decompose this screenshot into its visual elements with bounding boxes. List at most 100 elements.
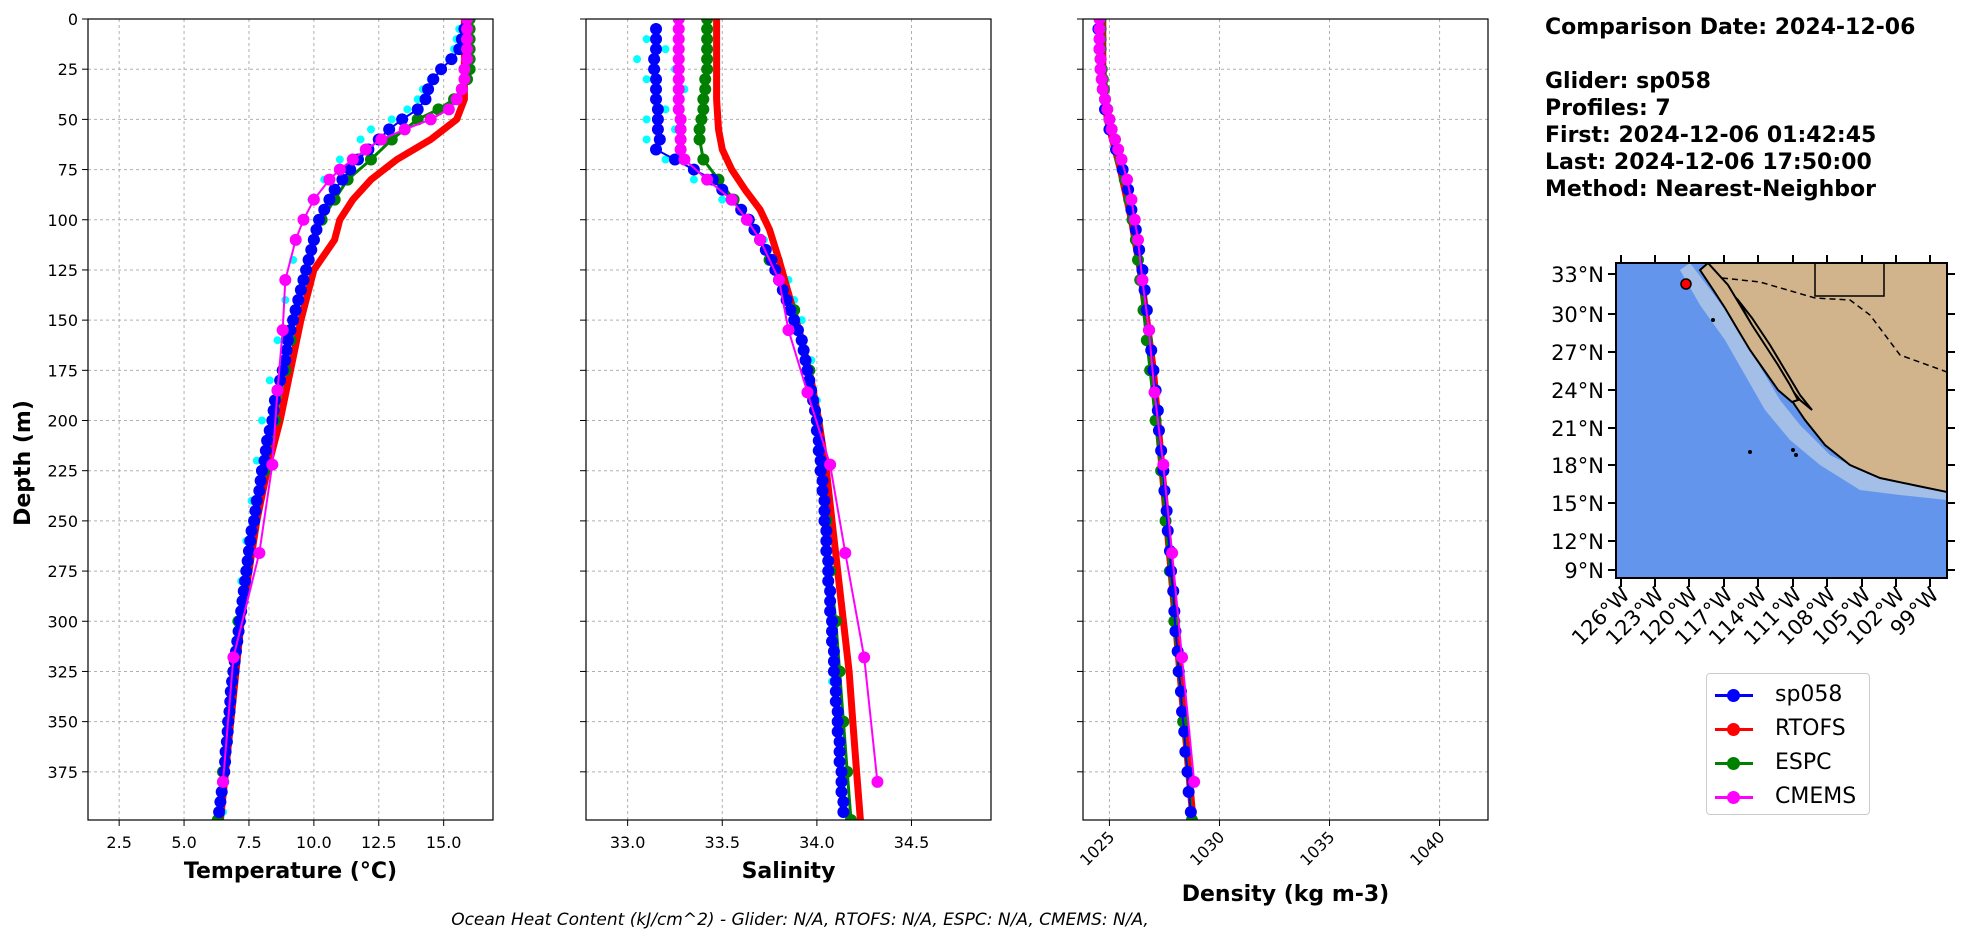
series-point-cmems: [672, 33, 685, 46]
legend-item-sp058: sp058: [1707, 680, 1869, 710]
x-axis-label: Temperature (°C): [184, 859, 397, 884]
series-point-espc: [693, 123, 706, 136]
y-tick-label: 250: [47, 512, 78, 531]
series-point-sp058: [255, 464, 268, 477]
series-point-sp058: [831, 725, 844, 738]
series-point-sp058: [241, 555, 254, 568]
series-point-sp058: [816, 474, 829, 487]
series-point-cmems: [725, 193, 738, 206]
series-point-sp058: [818, 504, 831, 517]
series-point-cmems: [1093, 23, 1106, 36]
series-point-cmems: [1121, 173, 1134, 186]
series-point-sp058: [824, 585, 837, 598]
series-point-sp058: [784, 304, 797, 317]
series-point-sp058: [651, 113, 664, 126]
series-point-espc: [693, 133, 706, 146]
y-tick-label: 100: [47, 211, 78, 230]
legend-marker: [1727, 689, 1740, 702]
x-tick-label: 1035: [1296, 827, 1338, 869]
series-point-sp058: [826, 635, 839, 648]
last-time: Last: 2024-12-06 17:50:00: [1545, 150, 1872, 175]
series-point-cmems: [1099, 93, 1112, 106]
x-tick-label: 5.0: [171, 833, 196, 852]
x-axis-label: Density (kg m-3): [1182, 882, 1390, 907]
series-point-cmems: [801, 386, 814, 399]
map-lat-label: 27°N: [1551, 341, 1604, 365]
series-point-sp058: [831, 705, 844, 718]
series-point-sp058: [253, 484, 266, 497]
series-point-sp058: [651, 123, 664, 136]
axes-frame: [87, 18, 494, 821]
glider-scatter-point: [413, 95, 422, 104]
series-point-sp058: [824, 595, 837, 608]
series-point-sp058: [650, 43, 663, 56]
series-point-espc: [697, 153, 710, 166]
series-point-sp058: [307, 233, 320, 246]
series-point-cmems: [672, 93, 685, 106]
y-tick-label: 225: [47, 462, 78, 481]
island: [1711, 318, 1715, 322]
glider-scatter-point: [257, 416, 266, 425]
series-point-cmems: [461, 53, 474, 66]
series-point-sp058: [227, 665, 240, 678]
y-tick-label: 125: [47, 261, 78, 280]
series-point-sp058: [328, 183, 341, 196]
series-point-sp058: [1158, 484, 1171, 497]
series-point-sp058: [336, 173, 349, 186]
series-point-espc: [364, 153, 377, 166]
series-point-cmems: [1166, 547, 1179, 559]
series-point-sp058: [827, 665, 840, 678]
series-point-sp058: [248, 514, 261, 527]
map-lat-label: 18°N: [1551, 454, 1604, 478]
series-point-sp058: [237, 585, 250, 598]
map-frame: [1615, 262, 1948, 579]
legend-marker: [1727, 791, 1740, 804]
series-point-sp058: [419, 93, 432, 106]
series-point-sp058: [795, 334, 808, 347]
series-point-cmems: [1093, 43, 1106, 56]
series-point-cmems: [824, 458, 837, 471]
series-point-cmems: [307, 193, 320, 206]
series-point-sp058: [297, 273, 310, 286]
series-point-cmems: [1096, 83, 1109, 96]
series-point-sp058: [829, 675, 842, 688]
legend-marker: [1727, 757, 1740, 770]
series-point-cmems: [359, 143, 372, 156]
x-tick-label: 7.5: [236, 833, 261, 852]
series-point-cmems: [674, 123, 687, 136]
legend-label: CMEMS: [1775, 784, 1857, 809]
depth-axis-label: Depth (m): [11, 400, 36, 526]
location-map: 33°N30°N27°N24°N21°N18°N15°N12°N9°N126°W…: [1551, 255, 1955, 650]
x-tick-label: 10.0: [296, 833, 332, 852]
axes-frame: [1082, 18, 1489, 821]
series-point-cmems: [782, 324, 795, 337]
series-point-cmems: [871, 775, 884, 788]
legend-marker: [1727, 723, 1740, 736]
series-point-cmems: [461, 33, 474, 46]
series-point-cmems: [672, 83, 685, 96]
glider-scatter-point: [265, 376, 274, 385]
series-point-sp058: [1174, 685, 1187, 698]
state-border: [1721, 277, 1947, 373]
series-point-cmems: [398, 123, 411, 136]
series-point-cmems: [674, 113, 687, 126]
series-point-cmems: [672, 63, 685, 76]
glider-scatter-point: [403, 105, 412, 114]
series-point-sp058: [833, 755, 846, 768]
series-point-sp058: [1178, 725, 1191, 738]
series-point-espc: [701, 63, 714, 76]
series-point-cmems: [674, 133, 687, 146]
ocean-heat-content-caption: Ocean Heat Content (kJ/cm^2) - Glider: N…: [451, 910, 1149, 930]
map-lat-label: 15°N: [1551, 492, 1604, 516]
series-point-sp058: [791, 324, 804, 337]
series-point-cmems: [266, 458, 279, 471]
y-tick-label: 150: [47, 311, 78, 330]
series-point-sp058: [240, 565, 253, 578]
series-point-cmems: [674, 143, 687, 156]
series-point-sp058: [1122, 183, 1135, 196]
series-point-sp058: [1179, 745, 1192, 758]
legend: sp058 RTOFS ESPC CMEMS: [1706, 673, 1870, 815]
series-point-sp058: [648, 63, 661, 76]
y-tick-label: 200: [47, 412, 78, 431]
series-point-sp058: [245, 524, 258, 537]
